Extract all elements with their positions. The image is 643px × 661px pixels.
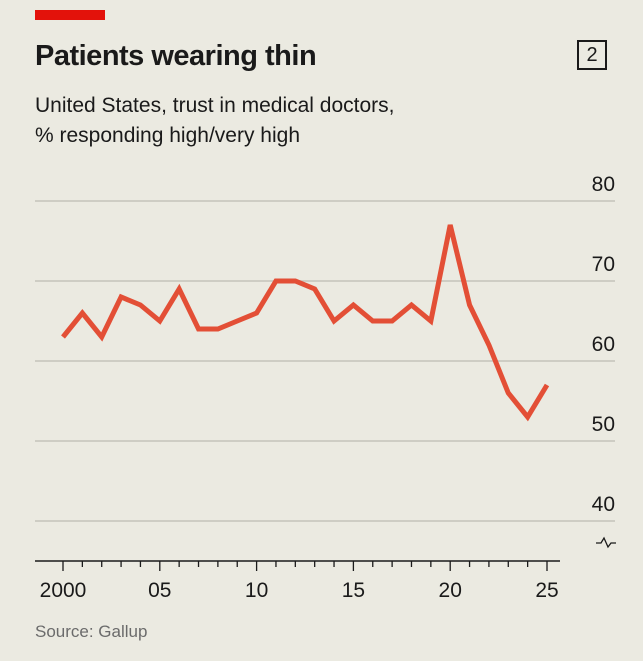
x-tick-label-25: 25 — [535, 579, 558, 602]
chart-subtitle-line2: % responding high/very high — [35, 124, 301, 147]
y-tick-label-70: 70 — [592, 253, 615, 276]
x-tick-label-05: 05 — [148, 579, 171, 602]
y-tick-label-60: 60 — [592, 333, 615, 356]
y-tick-label-40: 40 — [592, 493, 615, 516]
y-tick-label-80: 80 — [592, 173, 615, 196]
chart-number-badge: 2 — [577, 40, 607, 70]
chart-title: Patients wearing thin — [35, 40, 317, 72]
x-tick-label-20: 20 — [439, 579, 462, 602]
series-line-trust — [61, 224, 550, 422]
y-tick-label-50: 50 — [592, 413, 615, 436]
x-tick-label-15: 15 — [342, 579, 365, 602]
source-note: Source: Gallup — [35, 622, 148, 641]
x-tick-label-10: 10 — [245, 579, 268, 602]
chart-subtitle-line1: United States, trust in medical doctors, — [35, 94, 395, 117]
axis-break-icon — [596, 536, 616, 549]
x-tick-label-2000: 2000 — [40, 579, 87, 602]
brand-bar — [35, 10, 105, 20]
